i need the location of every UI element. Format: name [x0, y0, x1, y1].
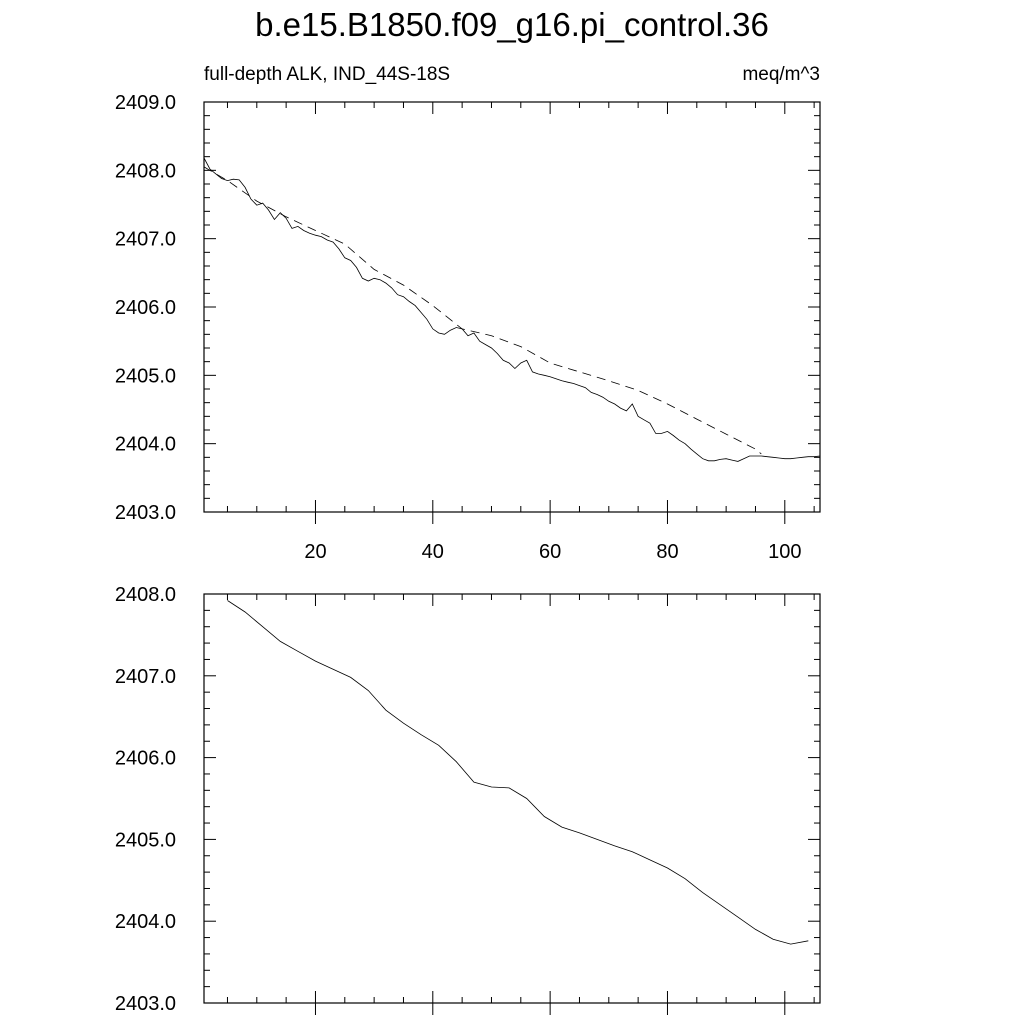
figure-title: b.e15.B1850.f09_g16.pi_control.36 — [255, 6, 769, 43]
y-tick-label: 2407.0 — [115, 666, 176, 688]
y-tick-label: 2404.0 — [115, 434, 176, 456]
panel-1: 2403.0 2404.0 2405.0 2406.0 2407.0 2408.0 2409… — [115, 92, 821, 563]
plot-frame — [203, 101, 821, 513]
x-tick-label: 60 — [539, 541, 561, 563]
x-tick-label: 80 — [656, 541, 678, 563]
x-tick-label: 100 — [768, 541, 801, 563]
y-tick-label: 2406.0 — [115, 297, 176, 319]
y-tick-label: 2403.0 — [115, 502, 176, 524]
y-tick-label: 2405.0 — [115, 829, 176, 851]
x-tick-label: 20 — [304, 541, 326, 563]
y-tick-label: 2405.0 — [115, 365, 176, 387]
y-tick-label: 2409.0 — [115, 92, 176, 114]
y-tick-label: 2406.0 — [115, 748, 176, 770]
panel1-right-label: meq/m^3 — [742, 64, 820, 85]
panel1-left-label: full-depth ALK, IND_44S-18S — [204, 64, 451, 85]
y-tick-label: 2403.0 — [115, 993, 176, 1015]
series-line-dashed — [203, 166, 762, 455]
y-tick-label: 2407.0 — [115, 229, 176, 251]
series-line-solid — [227, 600, 809, 945]
plot-frame — [203, 593, 821, 1004]
y-tick-label: 2404.0 — [115, 911, 176, 933]
panel-2: 2403.0 2404.0 2405.0 2406.0 2407.0 2408.0 — [115, 584, 821, 1015]
series-line-solid — [203, 157, 821, 462]
x-tick-label: 40 — [422, 541, 444, 563]
y-tick-label: 2408.0 — [115, 584, 176, 606]
y-tick-label: 2408.0 — [115, 160, 176, 182]
